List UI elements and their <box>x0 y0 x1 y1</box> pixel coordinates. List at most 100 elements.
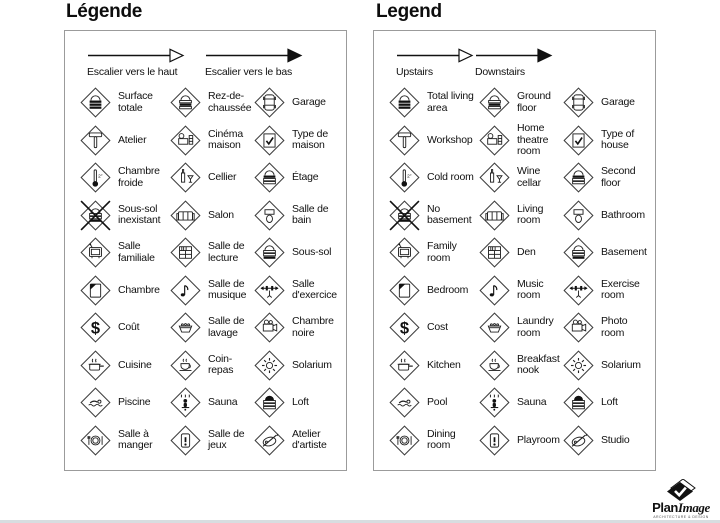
toilet-icon <box>563 200 594 231</box>
stairs-up-arrow-icon <box>88 48 185 63</box>
arrow-label: Escalier vers le haut <box>87 66 178 78</box>
legend-item-label: No basement <box>427 202 472 227</box>
legend-items-grid: Surface totale Rez-de-chaussée Garage At… <box>65 84 346 459</box>
legend-item: Chambre <box>79 272 169 310</box>
legend-item: Studio <box>562 422 646 460</box>
sauna-person-icon <box>479 387 510 418</box>
sauna-person-icon <box>170 387 201 418</box>
building-basement-icon <box>563 237 594 268</box>
svg-text:$: $ <box>400 320 409 338</box>
legend-item-label: Sous-sol inexistant <box>118 202 161 227</box>
dollar-icon: $ <box>389 312 420 343</box>
legend-item-label: Cold room <box>427 171 474 183</box>
legend-item: Coin-repas <box>169 347 253 385</box>
barbell-icon <box>563 275 594 306</box>
garage-car-icon <box>563 87 594 118</box>
building-loft-icon <box>563 387 594 418</box>
coffee-cup-icon <box>170 350 201 381</box>
stairs-down-arrow-icon <box>206 48 303 63</box>
check-diamond-icon <box>667 479 696 501</box>
legend-item-label: Sous-sol <box>292 246 332 258</box>
no-basement-icon <box>80 200 111 231</box>
wine-bottle-icon <box>479 162 510 193</box>
building-basement-icon <box>254 237 285 268</box>
legend-item-label: Solarium <box>292 358 332 371</box>
legend-item-label: Exercise room <box>601 277 640 302</box>
cooking-pot-icon <box>389 350 420 381</box>
legend-item-label: Basement <box>601 246 647 258</box>
stairs-up-arrow-icon <box>397 48 474 63</box>
legend-item: Salle de lavage <box>169 309 253 347</box>
legend-item: Chambre noire <box>253 309 337 347</box>
legend-item: Cellier <box>169 159 253 197</box>
bed-icon <box>80 275 111 306</box>
legend-item: Sous-sol inexistant <box>79 197 169 235</box>
legend-item-label: Laundry room <box>517 315 554 339</box>
legend-item-label: Chambre froide <box>118 165 160 189</box>
arrow-label: Escalier vers le bas <box>205 66 293 78</box>
thermometer-icon: 2° <box>389 162 420 193</box>
svg-text:2°: 2° <box>407 174 412 180</box>
legend-item: Ground floor <box>478 84 562 122</box>
legend-panel-english: Upstairs Downstairs Total living area Gr… <box>373 30 656 471</box>
laundry-tub-icon <box>479 312 510 343</box>
toilet-icon <box>254 200 285 231</box>
legend-item-label: Salle d'exercice <box>292 277 337 302</box>
stairs-up-legend: Upstairs <box>396 47 475 78</box>
legend-item: Home theatre room <box>478 122 562 160</box>
legend-item: Photo room <box>562 309 646 347</box>
legend-item: Bathroom <box>562 197 646 235</box>
legend-item: Exercise room <box>562 272 646 310</box>
legend-item: Étage <box>253 159 337 197</box>
dinner-plate-icon <box>389 425 420 456</box>
legend-item: Piscine <box>79 384 169 422</box>
legend-item-label: Music room <box>517 277 544 302</box>
hammer-icon <box>80 125 111 156</box>
bookshelf-icon <box>170 237 201 268</box>
thermometer-icon: 2° <box>80 162 111 193</box>
building-total-icon <box>389 87 420 118</box>
legend-item-label: Salle de bain <box>292 202 329 227</box>
legend-item-label: Salle de musique <box>208 277 247 302</box>
coffee-cup-icon <box>479 350 510 381</box>
legend-item-label: Chambre noire <box>292 315 334 339</box>
building-second-icon <box>563 162 594 193</box>
legend-item-label: Dining room <box>427 427 456 452</box>
legend-item-label: Den <box>517 246 536 258</box>
projector-icon <box>170 125 201 156</box>
legend-item-label: Studio <box>601 433 630 446</box>
legend-items-grid: Total living area Ground floor Garage Wo… <box>374 84 655 459</box>
legend-item-label: Coût <box>118 321 140 333</box>
legend-item: Solarium <box>562 347 646 385</box>
building-ground-icon <box>170 87 201 118</box>
page-bottom-edge <box>0 520 720 523</box>
camera-icon <box>563 312 594 343</box>
no-basement-icon <box>389 200 420 231</box>
house-check-icon <box>563 125 594 156</box>
legend-title-english: Legend <box>376 1 442 22</box>
legend-item: Den <box>478 234 562 272</box>
legend-item: Garage <box>562 84 646 122</box>
legend-item: $ Coût <box>79 309 169 347</box>
music-note-icon <box>170 275 201 306</box>
tv-icon <box>80 237 111 268</box>
legend-item: Loft <box>253 384 337 422</box>
legend-item-label: Kitchen <box>427 358 461 371</box>
legend-item-label: Piscine <box>118 396 151 408</box>
building-ground-icon <box>479 87 510 118</box>
legend-item-label: Coin-repas <box>208 352 234 377</box>
legend-item: Living room <box>478 197 562 235</box>
swimmer-icon <box>80 387 111 418</box>
logo-wordmark: PlanImage <box>652 501 710 514</box>
legend-item: Surface totale <box>79 84 169 122</box>
sofa-icon <box>170 200 201 231</box>
legend-item: Breakfast nook <box>478 347 562 385</box>
legend-item: Cuisine <box>79 347 169 385</box>
legend-item: Atelier <box>79 122 169 160</box>
swimmer-icon <box>389 387 420 418</box>
legend-item-label: Étage <box>292 171 319 183</box>
legend-item-label: Type of house <box>601 127 635 152</box>
legend-item: Solarium <box>253 347 337 385</box>
legend-item: Loft <box>562 384 646 422</box>
legend-item: $ Cost <box>388 309 478 347</box>
